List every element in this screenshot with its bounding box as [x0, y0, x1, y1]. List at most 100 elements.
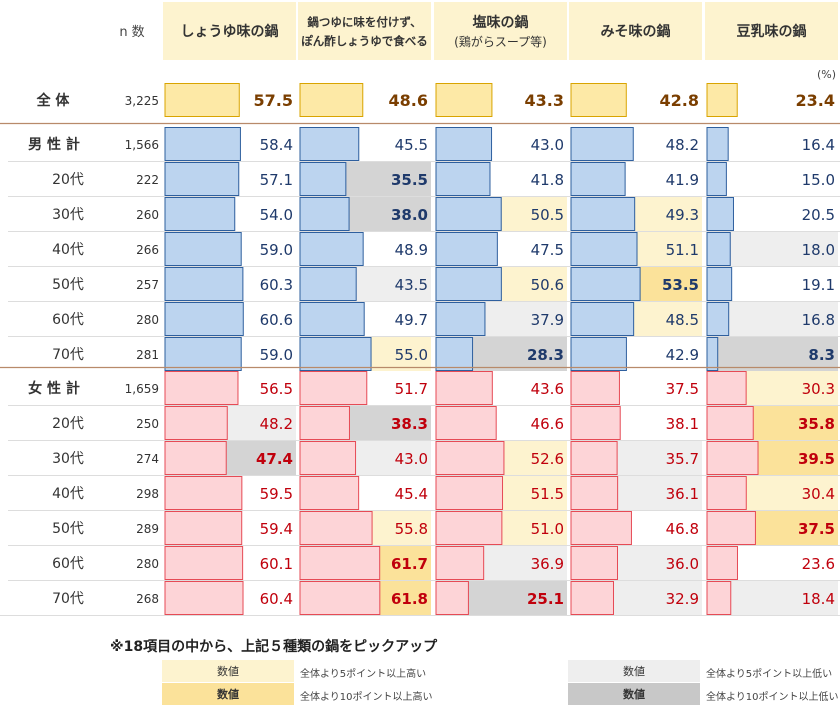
row-label: 20代 [52, 172, 84, 188]
bar [299, 511, 373, 545]
data-label: 8.3 [808, 346, 835, 364]
data-label: 43.5 [395, 276, 428, 294]
row-label: 70代 [52, 347, 84, 363]
bar [570, 337, 627, 371]
row-n: 289 [136, 522, 159, 536]
data-label: 43.6 [531, 380, 564, 398]
column-header-label: しょうゆ味の鍋 [181, 23, 279, 40]
bar [706, 546, 738, 580]
bar [164, 546, 244, 580]
bar [299, 337, 372, 371]
bar [570, 371, 620, 405]
legend-text-low5: 全体より5ポイント以上低い [706, 669, 833, 680]
bar [570, 581, 614, 615]
data-label: 19.1 [802, 276, 835, 294]
bar [435, 197, 502, 231]
bar [706, 267, 733, 301]
bar [435, 406, 497, 440]
data-label: 39.5 [798, 450, 835, 468]
bar [435, 162, 491, 196]
bar [164, 197, 236, 231]
row-label: 50代 [52, 521, 84, 537]
data-label: 36.0 [666, 555, 699, 573]
data-label: 59.4 [260, 520, 293, 538]
column-header-bg [163, 2, 296, 60]
bar [570, 162, 626, 196]
bar [299, 581, 381, 615]
row-label: 50代 [52, 277, 84, 293]
row-label: 40代 [52, 242, 84, 258]
data-label: 43.0 [531, 136, 564, 154]
data-label: 23.6 [802, 555, 835, 573]
data-label: 35.7 [666, 450, 699, 468]
row-label: 30代 [52, 451, 84, 467]
data-label: 59.5 [260, 485, 293, 503]
data-label: 50.5 [531, 206, 564, 224]
row-n: 280 [136, 557, 159, 571]
row-label: 60代 [52, 556, 84, 572]
bar [435, 232, 498, 266]
bar [570, 197, 636, 231]
column-header-label: 塩味の鍋 [473, 14, 529, 31]
data-label: 51.7 [395, 380, 428, 398]
data-label: 41.9 [666, 171, 699, 189]
legend-note: ※18項目の中から、上記５種類の鍋をピックアップ [110, 639, 438, 655]
legend-swatch-high10: 数値 [162, 683, 294, 705]
bar [435, 476, 504, 510]
bar [299, 83, 364, 117]
column-header-label: 豆乳味の鍋 [737, 23, 807, 40]
data-label: 37.5 [798, 520, 835, 538]
bar [299, 127, 360, 161]
legend-text-low10: 全体より10ポイント以上低い [706, 692, 839, 703]
bar [164, 511, 243, 545]
bar [570, 476, 619, 510]
data-label: 48.9 [395, 241, 428, 259]
row-n: 250 [136, 417, 159, 431]
bar [164, 476, 243, 510]
data-label: 46.6 [531, 415, 564, 433]
data-label: 37.5 [666, 380, 699, 398]
bar [435, 127, 493, 161]
column-header-label: 鍋つゆに味を付けず、 [307, 15, 421, 29]
column-header-sublabel: ぽん酢しょうゆで食べる [301, 34, 428, 48]
data-label: 41.8 [531, 171, 564, 189]
bar [706, 162, 727, 196]
bar [570, 232, 638, 266]
bar [435, 441, 505, 475]
legend-text-high5: 全体より5ポイント以上高い [300, 669, 427, 680]
bar [706, 406, 754, 440]
row-label: 20代 [52, 416, 84, 432]
data-label: 16.8 [802, 311, 835, 329]
data-label: 58.4 [260, 136, 293, 154]
data-label: 57.5 [254, 91, 293, 110]
bar [164, 337, 242, 371]
bar [164, 267, 244, 301]
bar [299, 546, 381, 580]
bar [706, 337, 719, 371]
bar [299, 476, 360, 510]
row-label: 70代 [52, 591, 84, 607]
row-label: 60代 [52, 312, 84, 328]
data-label: 42.9 [666, 346, 699, 364]
data-label: 38.1 [666, 415, 699, 433]
data-label: 50.6 [531, 276, 564, 294]
bar [164, 232, 242, 266]
bar [299, 162, 347, 196]
bar [164, 302, 244, 336]
data-label: 36.9 [531, 555, 564, 573]
row-n: 298 [136, 487, 159, 501]
row-label: 30代 [52, 207, 84, 223]
bar [299, 232, 364, 266]
data-label: 25.1 [527, 590, 564, 608]
bar [164, 83, 240, 117]
data-label: 35.8 [798, 415, 835, 433]
legend-text-high10: 全体より10ポイント以上高い [300, 692, 433, 703]
bar [706, 127, 729, 161]
bar [570, 546, 618, 580]
data-label: 55.8 [395, 520, 428, 538]
column-header-bg [705, 2, 838, 60]
row-n: 1,659 [125, 382, 159, 396]
bar [164, 441, 227, 475]
bar [299, 371, 368, 405]
data-label: 30.4 [802, 485, 835, 503]
